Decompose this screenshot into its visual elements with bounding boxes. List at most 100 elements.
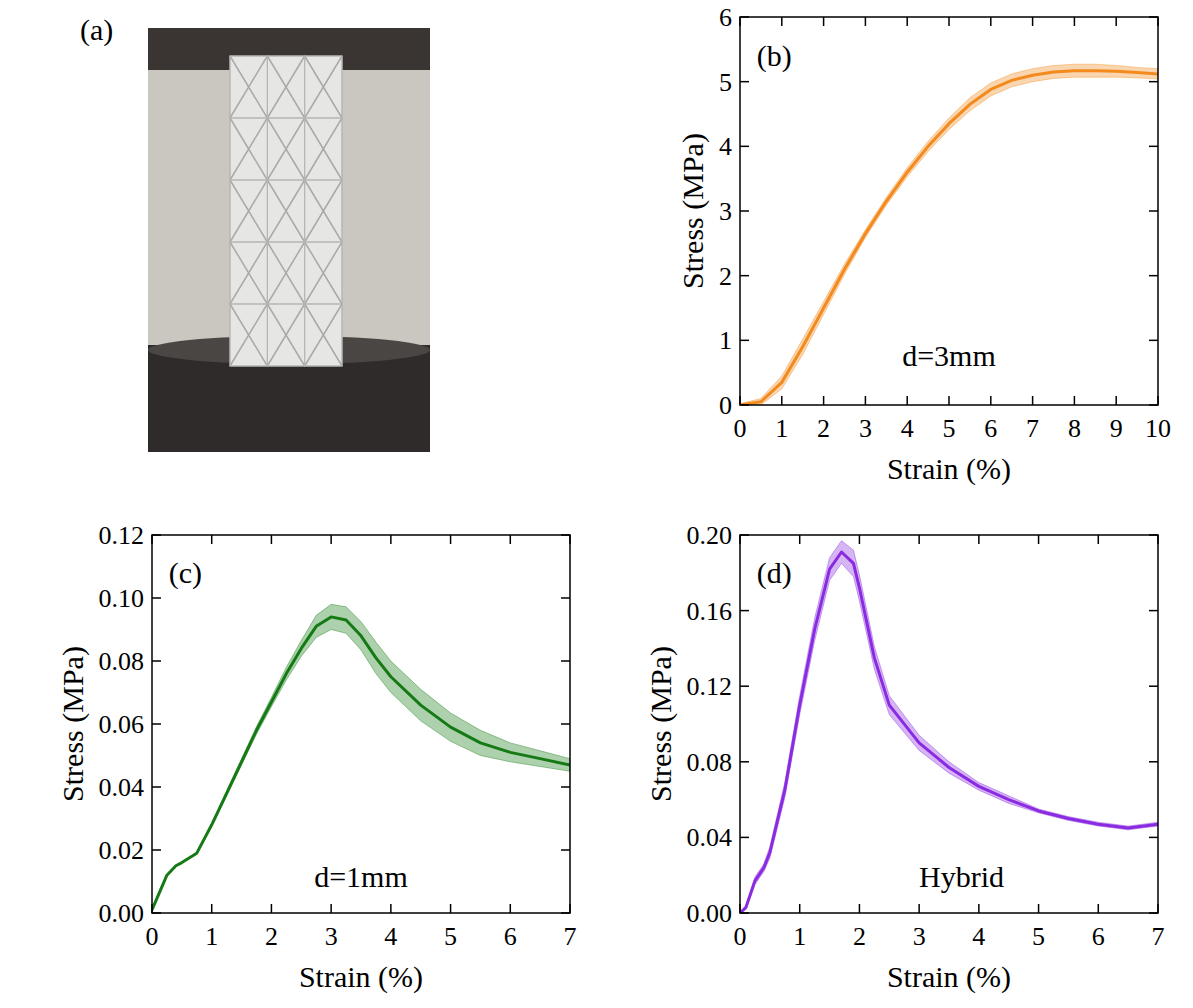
plot-frame [152, 535, 570, 913]
y-tick-right [561, 786, 570, 788]
x-tick [1074, 396, 1076, 405]
y-tick-label: 0.16 [687, 597, 733, 626]
x-tick-top [1038, 535, 1040, 544]
x-tick-top [865, 17, 867, 26]
panel-label: (d) [757, 556, 792, 590]
y-tick [740, 912, 749, 914]
x-tick-label: 6 [504, 922, 517, 951]
x-tick-top [1098, 535, 1100, 544]
y-tick-right [1149, 404, 1158, 406]
y-tick-right [1149, 534, 1158, 536]
lattice-cell [305, 118, 342, 180]
x-tick [906, 396, 908, 405]
lattice-cell [230, 118, 267, 180]
y-tick [740, 404, 749, 406]
y-tick-label: 0 [719, 391, 732, 420]
x-tick-label: 2 [853, 922, 866, 951]
y-tick-right [561, 912, 570, 914]
lattice-strut [267, 180, 304, 242]
x-tick-label: 7 [1152, 922, 1165, 951]
x-tick-top [1157, 535, 1159, 544]
lattice-specimen [230, 56, 342, 366]
lattice-cell [230, 242, 267, 304]
error-band [740, 541, 1158, 913]
x-axis-title: Strain (%) [887, 452, 1011, 486]
y-tick-right [561, 723, 570, 725]
lattice-strut [305, 304, 342, 366]
x-tick-label: 7 [564, 922, 577, 951]
x-tick-top [1157, 17, 1159, 26]
y-tick-right [1149, 210, 1158, 212]
x-tick-label: 4 [972, 922, 985, 951]
x-tick [271, 904, 273, 913]
x-tick-label: 9 [1110, 414, 1123, 443]
y-tick-right [1149, 146, 1158, 148]
x-tick [450, 904, 452, 913]
chart-panel: 0123456789100123456Strain (%)Stress (MPa… [676, 3, 1171, 486]
lattice-strut [230, 180, 267, 242]
x-tick-label: 5 [444, 922, 457, 951]
y-tick-label: 0.20 [687, 521, 733, 550]
y-tick-right [561, 597, 570, 599]
x-tick-label: 5 [1032, 922, 1045, 951]
y-tick-right [1149, 761, 1158, 763]
lattice-strut [230, 118, 267, 180]
y-tick [740, 837, 749, 839]
x-tick-label: 5 [943, 414, 956, 443]
annotation: Hybrid [919, 860, 1004, 893]
photo-panel [148, 28, 430, 452]
x-tick-top [823, 17, 825, 26]
lattice-strut [267, 118, 304, 180]
x-tick-label: 0 [734, 922, 747, 951]
x-tick [739, 396, 741, 405]
lattice-cell [305, 180, 342, 242]
x-axis-title: Strain (%) [887, 960, 1011, 994]
error-band [152, 604, 570, 910]
x-tick-label: 2 [817, 414, 830, 443]
lattice-cell [267, 242, 304, 304]
panel-label: (b) [757, 39, 792, 73]
y-tick-label: 0.00 [687, 899, 733, 928]
plot-frame [740, 17, 1158, 405]
x-tick-top [510, 535, 512, 544]
x-tick [990, 396, 992, 405]
x-tick-top [739, 17, 741, 26]
x-tick-label: 4 [901, 414, 914, 443]
x-tick-label: 1 [205, 922, 218, 951]
y-tick-label: 0.10 [99, 584, 145, 613]
y-tick [740, 340, 749, 342]
x-tick-top [948, 17, 950, 26]
x-tick [151, 904, 153, 913]
y-axis-title: Stress (MPa) [676, 133, 710, 289]
y-tick [152, 912, 161, 914]
x-tick-top [739, 535, 741, 544]
x-tick [739, 904, 741, 913]
y-tick-right [1149, 340, 1158, 342]
panel-label: (a) [80, 13, 113, 47]
lattice-cell [305, 56, 342, 118]
x-tick-label: 7 [1026, 414, 1039, 443]
y-tick-right [1149, 610, 1158, 612]
lattice-cell [230, 56, 267, 118]
x-tick-label: 3 [325, 922, 338, 951]
y-tick-right [1149, 16, 1158, 18]
x-tick [823, 396, 825, 405]
x-tick-top [978, 535, 980, 544]
x-tick-label: 8 [1068, 414, 1081, 443]
y-tick-label: 0.08 [687, 748, 733, 777]
x-tick [948, 396, 950, 405]
y-tick [152, 723, 161, 725]
x-tick-top [918, 535, 920, 544]
x-tick-top [330, 535, 332, 544]
panel-label: (c) [169, 556, 202, 590]
x-tick-label: 3 [859, 414, 872, 443]
lattice-cell [230, 304, 267, 366]
x-tick [799, 904, 801, 913]
y-tick [152, 597, 161, 599]
y-tick [740, 275, 749, 277]
y-tick-label: 0.04 [99, 773, 145, 802]
lattice-strut [267, 56, 304, 118]
plot-data [740, 64, 1158, 405]
x-tick-top [990, 17, 992, 26]
y-tick [740, 146, 749, 148]
